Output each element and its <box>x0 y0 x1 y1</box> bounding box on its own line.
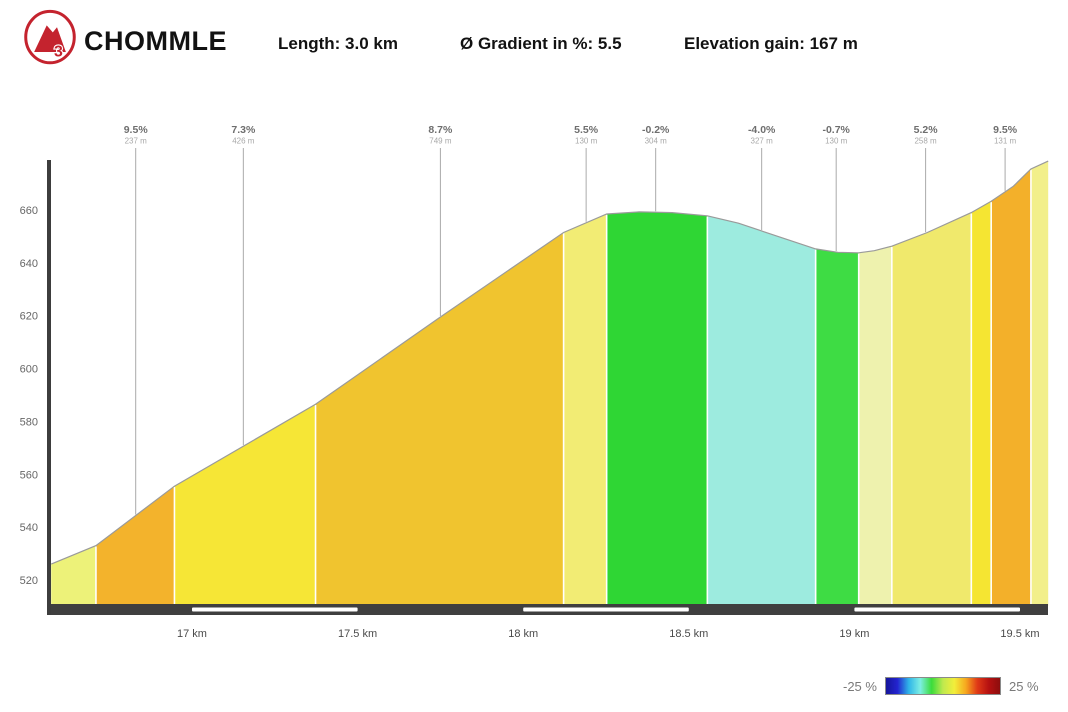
gradient-segment <box>174 404 316 606</box>
segment-gradient-label: -4.0% <box>748 124 776 136</box>
segment-distance-label: 327 m <box>751 137 774 146</box>
gradient-segment <box>315 232 564 606</box>
stat-length: Length: 3.0 km <box>278 34 398 53</box>
segment-distance-label: 130 m <box>825 137 848 146</box>
gradient-segment <box>563 214 607 606</box>
elevation-profile-line <box>50 160 1049 565</box>
y-axis-tick-label: 580 <box>20 416 38 428</box>
gradient-segment <box>991 169 1031 606</box>
segment-gradient-label: 5.2% <box>914 124 939 136</box>
ruler-stripe <box>523 607 689 612</box>
legend-min-label: -25 % <box>843 678 877 694</box>
segment-distance-label: 304 m <box>645 137 668 146</box>
y-axis-tick-label: 520 <box>20 575 38 587</box>
badge-category-number: 3 <box>54 44 63 61</box>
gradient-legend: -25 % 25 % <box>843 677 1039 695</box>
x-axis-tick-label: 19 km <box>839 628 869 640</box>
y-axis-tick-label: 560 <box>20 469 38 481</box>
gradient-segment <box>815 248 859 606</box>
gradient-segment <box>1030 161 1049 606</box>
segment-gradient-label: 8.7% <box>428 124 453 136</box>
segment-distance-label: 131 m <box>994 137 1017 146</box>
gradient-segment <box>971 201 992 607</box>
page-title: CHOMMLE <box>84 26 227 56</box>
climb-category-badge: 3 <box>24 9 76 65</box>
segment-gradient-label: 9.5% <box>993 124 1018 136</box>
x-axis-tick-label: 18 km <box>508 628 538 640</box>
ruler-stripe <box>192 607 358 612</box>
ruler-stripe <box>854 607 1020 612</box>
mountain-icon <box>34 25 66 52</box>
legend-max-label: 25 % <box>1008 678 1039 694</box>
gradient-segment <box>891 212 972 606</box>
y-axis-tick-label: 640 <box>20 258 38 270</box>
segment-distance-label: 426 m <box>232 137 255 146</box>
stat-elevation-gain: Elevation gain: 167 m <box>684 34 858 53</box>
segment-distance-label: 237 m <box>125 137 148 146</box>
gradient-segment <box>707 215 816 607</box>
gradient-segment <box>96 486 175 606</box>
x-axis-tick-label: 17 km <box>177 628 207 640</box>
y-axis-tick-label: 620 <box>20 311 38 323</box>
segment-distance-label: 130 m <box>575 137 598 146</box>
segment-gradient-label: -0.2% <box>642 124 670 136</box>
segment-gradient-label: 9.5% <box>124 124 149 136</box>
gradient-segment <box>51 545 96 606</box>
x-axis-tick-label: 17.5 km <box>338 628 377 640</box>
segment-gradient-label: -0.7% <box>822 124 850 136</box>
gradient-segment <box>606 211 708 606</box>
segment-gradient-label: 7.3% <box>231 124 256 136</box>
segment-gradient-label: 5.5% <box>574 124 599 136</box>
x-axis-tick-label: 18.5 km <box>669 628 708 640</box>
y-axis-tick-label: 540 <box>20 522 38 534</box>
gradient-segment <box>858 246 892 606</box>
y-axis-line <box>47 160 51 615</box>
x-axis-tick-label: 19.5 km <box>1000 628 1039 640</box>
stat-average-gradient: Ø Gradient in %: 5.5 <box>460 34 622 53</box>
y-axis-tick-label: 660 <box>20 205 38 217</box>
segment-distance-label: 749 m <box>429 137 452 146</box>
segment-distance-label: 258 m <box>914 137 937 146</box>
y-axis-tick-label: 600 <box>20 364 38 376</box>
gradient-scale-bar <box>884 677 1001 695</box>
